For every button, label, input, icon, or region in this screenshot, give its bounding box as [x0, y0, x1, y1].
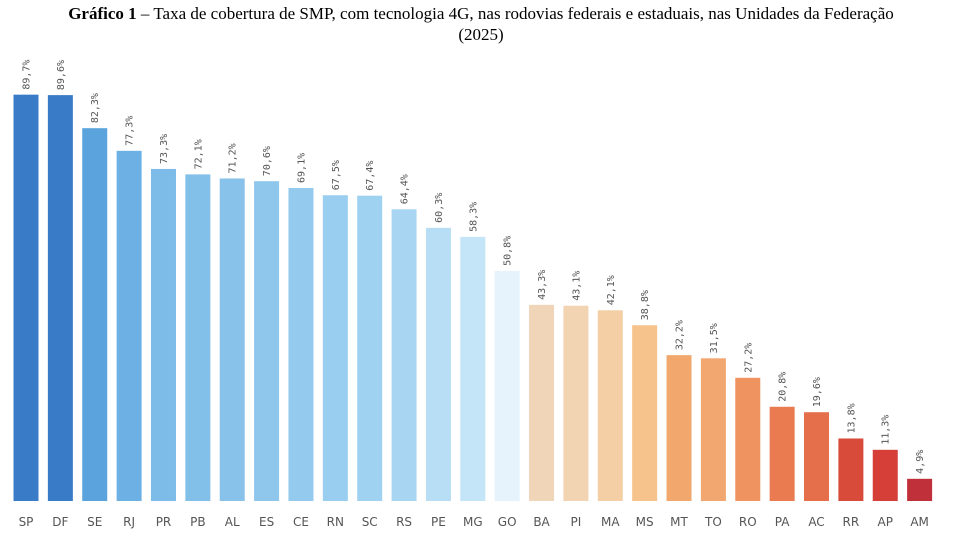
- x-tick-label: PA: [775, 515, 790, 529]
- value-label: 42,1%: [606, 275, 617, 305]
- value-label: 70,6%: [262, 146, 273, 176]
- bar: [185, 174, 211, 501]
- value-label: 71,2%: [228, 143, 239, 173]
- x-tick-label: MT: [670, 515, 688, 529]
- bar: [460, 236, 486, 501]
- value-label: 43,1%: [571, 271, 582, 301]
- bar: [494, 270, 520, 501]
- value-label: 32,2%: [675, 320, 686, 350]
- value-label: 31,5%: [709, 323, 720, 353]
- value-label: 19,6%: [812, 377, 823, 407]
- chart-subtitle: (2025): [458, 25, 503, 44]
- bar: [804, 412, 830, 501]
- value-label: 77,3%: [125, 116, 136, 146]
- x-tick-label: DF: [52, 515, 68, 529]
- bar: [116, 150, 142, 501]
- value-label: 43,3%: [537, 270, 548, 300]
- value-label: 82,3%: [90, 93, 101, 123]
- x-tick-label: AM: [910, 515, 929, 529]
- x-tick-label: SP: [19, 515, 34, 529]
- bar: [872, 449, 898, 501]
- bar: [700, 358, 726, 501]
- bar: [219, 178, 245, 502]
- bar: [425, 227, 451, 501]
- x-tick-label: RO: [739, 515, 757, 529]
- x-tick-label: PE: [431, 515, 446, 529]
- value-label: 11,3%: [881, 415, 892, 445]
- value-label: 89,6%: [56, 60, 67, 90]
- title-line: Gráfico 1 – Taxa de cobertura de SMP, co…: [68, 4, 894, 23]
- x-tick-label: GO: [498, 515, 517, 529]
- bar: [563, 305, 589, 501]
- x-tick-label: RJ: [123, 515, 135, 529]
- x-tick-label: PR: [156, 515, 172, 529]
- value-label: 69,1%: [296, 153, 307, 183]
- value-label: 50,8%: [503, 236, 514, 266]
- x-tick-label: AP: [878, 515, 893, 529]
- x-tick-label: TO: [704, 515, 722, 529]
- value-label: 4,9%: [915, 450, 926, 474]
- bar: [632, 325, 658, 501]
- bar: [150, 168, 176, 502]
- bar: [322, 195, 348, 501]
- bar: [13, 94, 39, 501]
- bar: [82, 128, 108, 501]
- x-tick-label: BA: [533, 515, 550, 529]
- bar: [597, 310, 623, 501]
- x-tick-label: SC: [362, 515, 378, 529]
- value-label: 67,4%: [365, 161, 376, 191]
- bar: [357, 195, 383, 502]
- value-label: 67,5%: [331, 160, 342, 190]
- chart-title: – Taxa de cobertura de SMP, com tecnolog…: [140, 4, 894, 23]
- bar: [47, 95, 73, 501]
- bar: [288, 187, 314, 502]
- bar: [907, 478, 933, 501]
- bar: [529, 304, 555, 501]
- value-label: 27,2%: [743, 343, 754, 373]
- value-label: 58,3%: [468, 202, 479, 232]
- x-tick-label: MA: [601, 515, 620, 529]
- value-label: 64,4%: [400, 174, 411, 204]
- bar: [254, 181, 280, 501]
- x-tick-label: AC: [808, 515, 824, 529]
- x-tick-label: CE: [293, 515, 309, 529]
- value-label: 60,3%: [434, 193, 445, 223]
- x-tick-label: AL: [225, 515, 240, 529]
- x-tick-label: RN: [327, 515, 344, 529]
- bar: [838, 438, 864, 501]
- value-label: 13,8%: [846, 403, 857, 433]
- bar: [391, 209, 417, 501]
- value-label: 89,7%: [22, 60, 33, 90]
- x-tick-label: RR: [843, 515, 860, 529]
- bar: [735, 377, 761, 501]
- value-label: 38,8%: [640, 290, 651, 320]
- bar: [666, 355, 692, 501]
- x-tick-label: ES: [259, 515, 274, 529]
- x-tick-label: MS: [636, 515, 654, 529]
- value-label: 72,1%: [193, 139, 204, 169]
- title-label: Gráfico 1: [68, 4, 136, 23]
- x-tick-label: SE: [87, 515, 102, 529]
- x-tick-label: MG: [463, 515, 483, 529]
- x-tick-label: PI: [571, 515, 582, 529]
- x-tick-label: RS: [396, 515, 412, 529]
- x-tick-label: PB: [190, 515, 205, 529]
- bar: [769, 406, 795, 501]
- value-label: 20,8%: [778, 372, 789, 402]
- value-label: 73,3%: [159, 134, 170, 164]
